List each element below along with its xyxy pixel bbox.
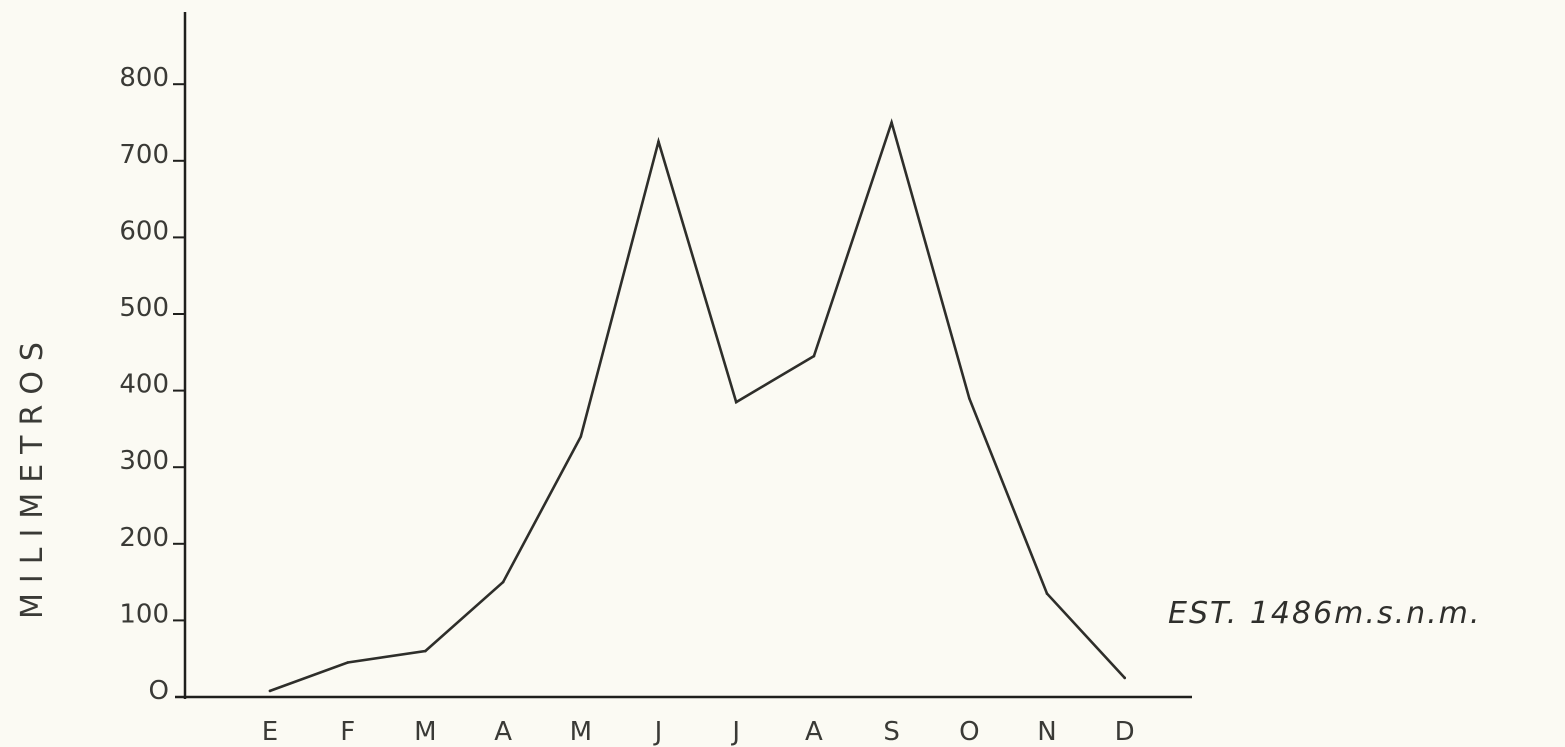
- y-tick-label: 300: [119, 446, 169, 476]
- data-point: [268, 689, 272, 693]
- x-tick-label: D: [1115, 717, 1135, 747]
- x-tick-label: S: [883, 717, 900, 747]
- x-tick-label: O: [959, 717, 979, 747]
- x-tick-label: F: [340, 717, 355, 747]
- x-tick-label: A: [494, 717, 512, 747]
- x-tick-label: A: [805, 717, 823, 747]
- data-point: [890, 121, 893, 124]
- data-point: [424, 649, 427, 653]
- x-tick-label: M: [570, 717, 592, 747]
- x-tick-label: M: [414, 717, 436, 747]
- y-tick-label: 200: [119, 523, 169, 553]
- data-point: [968, 396, 971, 400]
- x-tick-label: E: [262, 717, 278, 747]
- data-point: [657, 140, 660, 143]
- y-tick-label: 400: [119, 370, 169, 400]
- data-point: [346, 661, 350, 664]
- y-tick-label: 700: [119, 140, 169, 170]
- x-tick-label: J: [730, 717, 740, 747]
- data-point: [579, 435, 583, 438]
- data-point: [1045, 592, 1049, 595]
- y-tick-label: 100: [119, 599, 169, 629]
- data-point: [734, 400, 738, 404]
- series-line: [268, 118, 1126, 693]
- station-annotation: EST. 1486m.s.n.m.: [1168, 596, 1482, 631]
- data-point: [501, 580, 505, 584]
- y-axis-label-text: MILIMETROS: [14, 331, 50, 619]
- y-tick-label: O: [149, 676, 169, 706]
- data-point: [1123, 676, 1126, 680]
- x-tick-label: N: [1037, 717, 1056, 747]
- y-tick-label: 600: [119, 216, 169, 246]
- data-point: [812, 354, 816, 358]
- y-tick-label: 800: [119, 63, 169, 93]
- y-tick-label: 500: [119, 293, 169, 323]
- y-axis-label: MILIMETROS: [2, 320, 62, 630]
- x-tick-label: J: [653, 717, 663, 747]
